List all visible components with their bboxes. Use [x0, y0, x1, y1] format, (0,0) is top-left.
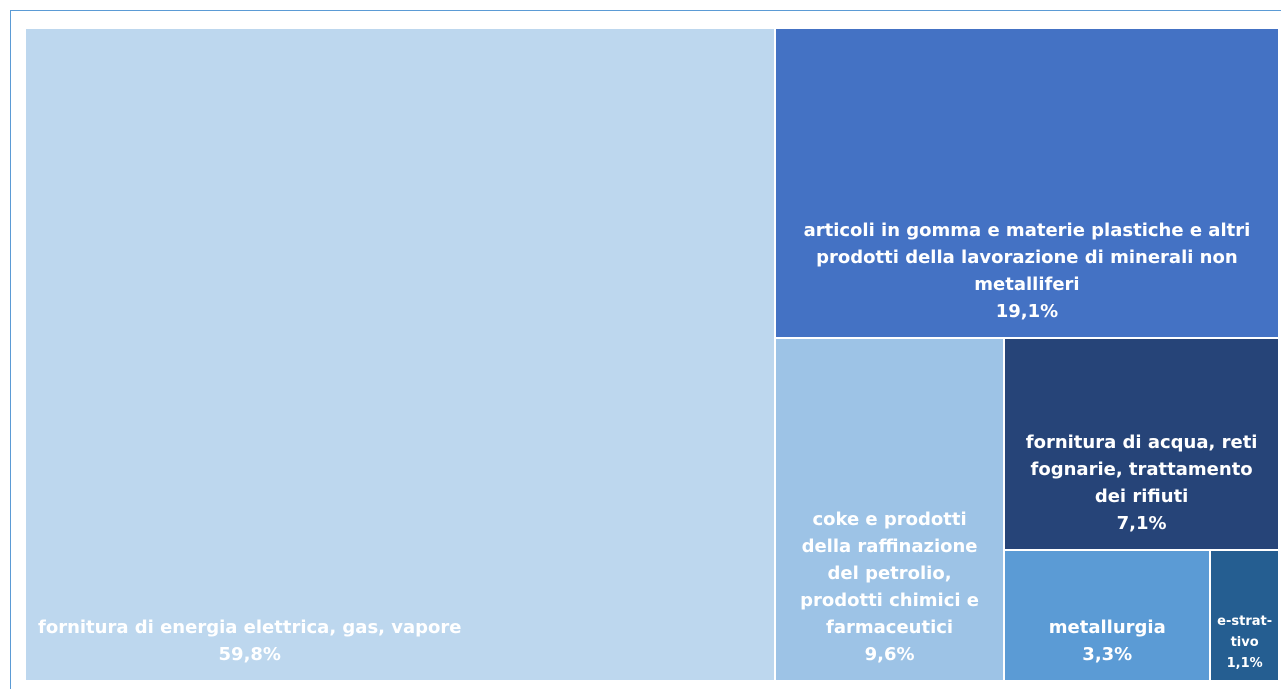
chart-frame [10, 10, 1281, 689]
cell-label: articoli in gomma e materie plastiche e … [803, 220, 1251, 296]
treemap-cell: articoli in gomma e materie plastiche e … [774, 28, 1279, 339]
treemap: fornitura di energia elettrica, gas, vap… [25, 28, 1279, 681]
value-label: 19,1% [995, 301, 1059, 323]
treemap-cell: e-strat-tivo 1,1% [1210, 549, 1279, 681]
treemap-cell: metallurgia 3,3% [1004, 549, 1211, 681]
treemap-cell: coke e prodotti della raffinazione del p… [774, 338, 1005, 681]
treemap-cell: fornitura di energia elettrica, gas, vap… [25, 28, 775, 681]
cell-label: coke e prodotti della raffinazione del p… [800, 508, 980, 638]
label-group: fornitura di energia elettrica, gas, vap… [36, 614, 462, 668]
cell-label: fornitura di acqua, reti fognarie, tratt… [1025, 431, 1258, 507]
cell-label: e-strat-tivo [1217, 613, 1273, 650]
value-label: 59,8% [218, 644, 281, 665]
cell-label: fornitura di energia elettrica, gas, vap… [38, 617, 462, 638]
treemap-cell: fornitura di acqua, reti fognarie, tratt… [1004, 338, 1279, 550]
value-label: 3,3% [1082, 643, 1133, 665]
value-label: 7,1% [1116, 512, 1167, 534]
value-label: 9,6% [864, 643, 915, 665]
cell-label: metallurgia [1048, 616, 1166, 638]
value-label: 1,1% [1226, 655, 1263, 671]
